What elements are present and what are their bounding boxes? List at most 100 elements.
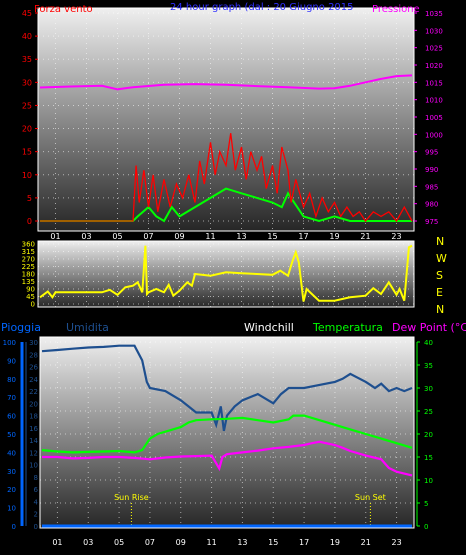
- direction-tick-label: 180: [22, 271, 35, 279]
- compass-label: N: [436, 235, 444, 248]
- humidity-tick-label: 2: [34, 511, 38, 519]
- humidity-line: [41, 344, 413, 432]
- pressure-label: Pressione: [372, 4, 420, 15]
- compass-label: N: [436, 303, 444, 316]
- humidity-tick-label: 20: [29, 400, 38, 408]
- pressure-tick-label: 1005: [425, 114, 443, 122]
- direction-tick-label: 45: [26, 293, 35, 301]
- humidity-tick-label: 6: [34, 486, 39, 494]
- humidity-tick-label: 28: [29, 351, 38, 359]
- rain-humidity-temperature-series: [41, 344, 413, 528]
- wind-tick-label: 40: [22, 32, 32, 41]
- hour-tick-label: 03: [83, 538, 93, 547]
- rain-tick-label: 60: [7, 413, 16, 421]
- rain-humidity-temperature-hour-axis: 01 03 05 07 09 11 13 15 17 19 21 23: [52, 538, 401, 547]
- humidity-tick-label: 0: [34, 523, 38, 531]
- pressure-tick-label: 980: [425, 201, 438, 209]
- hour-tick-label: 15: [268, 538, 278, 547]
- hour-tick-label: 07: [145, 538, 155, 547]
- compass-label: W: [436, 252, 447, 265]
- wind-tick-label: 25: [22, 101, 32, 110]
- rain-humidity-temperature-chart: Sun Rise Sun Set 010203040506070809010002…: [1, 321, 466, 547]
- hour-tick-label: 03: [81, 232, 91, 241]
- humidity-tick-label: 18: [29, 413, 38, 421]
- legend-temperature: Temperatura: [312, 321, 383, 334]
- rain-tick-label: 40: [7, 449, 16, 457]
- humidity-tick-label: 22: [29, 388, 38, 396]
- legend-humidity: Umidita: [66, 321, 109, 334]
- pressure-tick-label: 975: [425, 218, 438, 226]
- humidity-tick-label: 8: [34, 474, 38, 482]
- direction-tick-label: 135: [22, 278, 35, 286]
- pressure-tick-label: 1020: [425, 62, 443, 70]
- hour-tick-label: 21: [361, 538, 371, 547]
- hour-tick-label: 01: [52, 538, 62, 547]
- sunrise-label: Sun Rise: [114, 493, 149, 502]
- pressure-axis: 975 980 985 990 995 1000 1005 1010 1015 1020 1025 1…: [414, 10, 443, 226]
- legend-rain: Pioggia: [1, 321, 41, 334]
- compass-label: E: [436, 286, 443, 299]
- temperature-tick-label: 40: [424, 339, 433, 347]
- temperature-tick-label: 20: [424, 431, 433, 439]
- hour-tick-label: 01: [50, 232, 60, 241]
- wind-pressure-hour-axis: 01 03 05 07 09 11 13 15 17 19 21 23: [50, 232, 401, 241]
- wind-speed-label: Forza vento: [34, 4, 93, 15]
- direction-tick-label: 0: [31, 301, 35, 309]
- humidity-tick-label: 16: [29, 425, 38, 433]
- wind-direction-plot-area: [37, 240, 415, 308]
- direction-tick-label: 270: [22, 256, 35, 264]
- direction-tick-label: 315: [22, 248, 35, 256]
- temperature-tick-label: 35: [424, 362, 433, 370]
- hour-tick-label: 23: [391, 232, 401, 241]
- rain-tick-label: 100: [3, 339, 16, 347]
- humidity-tick-label: 30: [29, 339, 38, 347]
- graph-title: 24 hour graph (dal : 20 Giugno 2015: [170, 2, 354, 13]
- dew-point-line: [42, 440, 413, 477]
- wind-tick-label: 15: [22, 148, 32, 157]
- pressure-tick-label: 990: [425, 166, 438, 174]
- hour-tick-label: 19: [329, 232, 339, 241]
- hour-tick-label: 15: [267, 232, 277, 241]
- wind-direction-line: [39, 244, 413, 302]
- temperature-line: [41, 414, 413, 454]
- hour-tick-label: 07: [143, 232, 153, 241]
- pressure-tick-label: 1015: [425, 79, 443, 87]
- humidity-tick-label: 12: [29, 449, 38, 457]
- rain-tick-label: 20: [7, 486, 16, 494]
- hour-tick-label: 05: [114, 538, 124, 547]
- rain-humidity-temperature-axes: 0102030405060708090100024681012141618202…: [3, 339, 433, 531]
- hour-tick-label: 13: [236, 232, 246, 241]
- wind-gust-line: [40, 133, 413, 223]
- pressure-line: [39, 74, 413, 91]
- temperature-tick-label: 25: [424, 408, 433, 416]
- temperature-tick-label: 5: [424, 500, 428, 508]
- pressure-tick-label: 985: [425, 183, 438, 191]
- hour-tick-label: 11: [205, 232, 215, 241]
- wind-tick-label: 35: [22, 55, 32, 64]
- hour-tick-label: 09: [174, 232, 184, 241]
- humidity-tick-label: 24: [29, 376, 38, 384]
- rain-tick-label: 10: [7, 505, 16, 513]
- wind-tick-label: 0: [27, 217, 32, 226]
- pressure-tick-label: 1025: [425, 45, 443, 53]
- pressure-tick-label: 1010: [425, 97, 443, 105]
- humidity-tick-label: 14: [29, 437, 38, 445]
- pressure-tick-label: 1030: [425, 27, 443, 35]
- wind-tick-label: 30: [22, 78, 32, 87]
- wind-tick-label: 10: [22, 171, 32, 180]
- wind-tick-label: 20: [22, 125, 32, 134]
- temperature-tick-label: 15: [424, 454, 433, 462]
- wind-tick-label: 5: [27, 194, 32, 203]
- pressure-tick-label: 1035: [425, 10, 443, 18]
- humidity-tick-label: 26: [29, 364, 38, 372]
- rain-tick-label: 0: [12, 523, 16, 531]
- direction-tick-label: 225: [22, 263, 35, 271]
- hour-tick-label: 21: [360, 232, 370, 241]
- pressure-tick-label: 995: [425, 149, 438, 157]
- legend-dew-point: Dew Point (°C): [392, 321, 466, 334]
- sun-annotations: Sun Rise Sun Set: [114, 493, 386, 526]
